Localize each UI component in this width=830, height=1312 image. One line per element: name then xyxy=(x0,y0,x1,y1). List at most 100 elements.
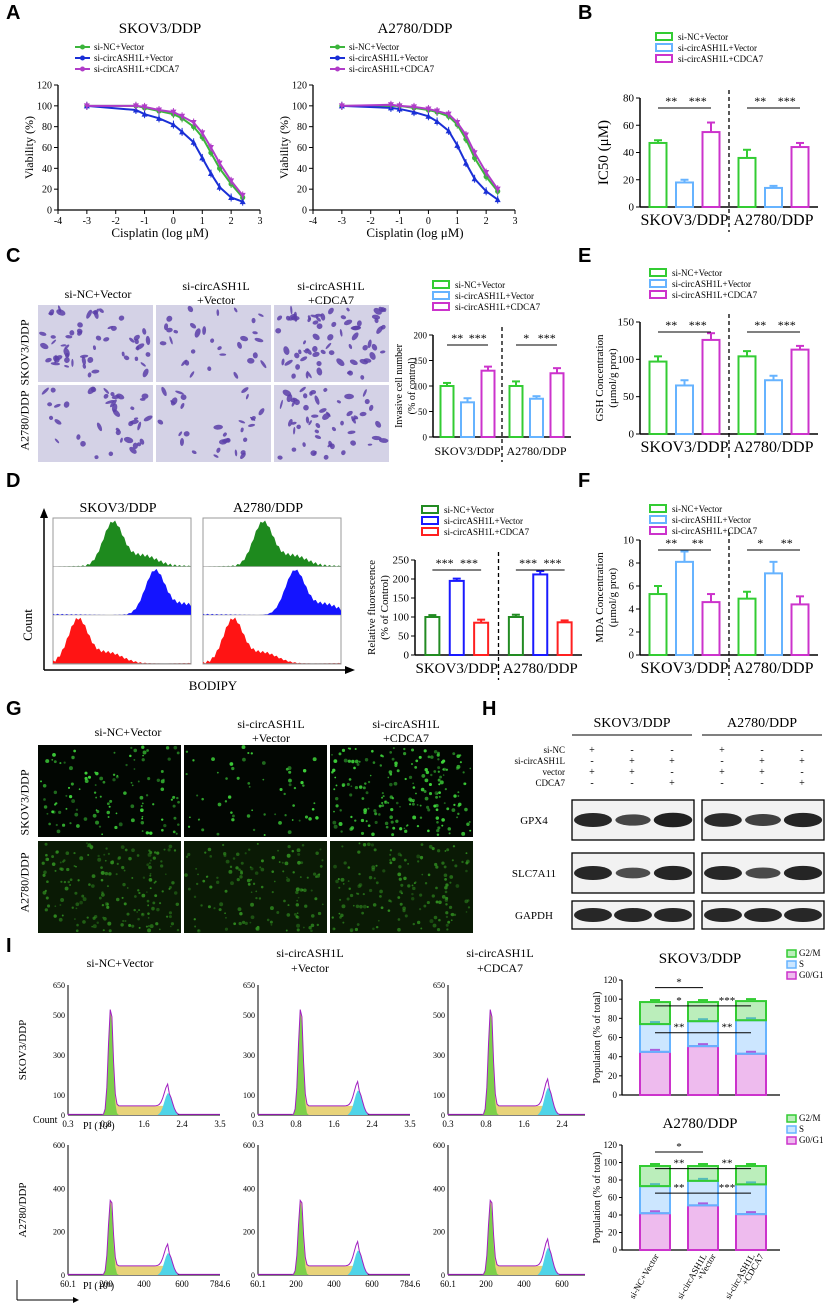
fluorescent-dot xyxy=(404,914,408,918)
legend-swatch xyxy=(786,971,797,980)
fluorescent-dot xyxy=(92,924,97,929)
fluorescent-dot xyxy=(237,907,242,912)
fluorescent-dot xyxy=(149,851,153,855)
fluorescent-dot xyxy=(248,785,251,788)
blot-band xyxy=(653,812,693,828)
y-tick-label: 60 xyxy=(623,120,635,132)
fluorescent-dot xyxy=(69,878,73,882)
fluorescent-dot xyxy=(279,787,283,792)
cell-blob xyxy=(344,393,354,400)
fluorescent-dot xyxy=(65,851,70,856)
fluorescent-dot xyxy=(407,863,409,865)
fluorescent-dot xyxy=(301,888,304,892)
cell-blob xyxy=(331,321,337,327)
cell-blob xyxy=(360,375,365,380)
hist-x-tick: 1.6 xyxy=(138,1119,150,1129)
fluorescent-dot xyxy=(73,864,76,867)
fluorescent-dot xyxy=(71,799,76,804)
series-line xyxy=(86,104,244,197)
fluorescent-dot xyxy=(148,849,151,852)
row-label-a2780: A2780/DDP xyxy=(17,390,32,451)
fluorescent-dot xyxy=(207,905,211,909)
legend-label: si-NC+Vector xyxy=(444,505,494,515)
hist-x-tick: 200 xyxy=(99,1279,113,1289)
legend-label: si-circASH1L+Vector xyxy=(444,516,523,526)
blot-row-label: si-NC xyxy=(543,745,565,755)
blot-sign: - xyxy=(590,756,593,767)
fluorescent-dot xyxy=(418,908,422,911)
hist-x-tick: 0.3 xyxy=(442,1119,454,1129)
bar xyxy=(764,186,783,209)
cell-blob xyxy=(233,371,239,379)
fluorescent-dot xyxy=(79,856,84,861)
fluorescent-dot xyxy=(45,759,50,764)
micrograph xyxy=(156,385,271,462)
fluorescent-dot xyxy=(233,922,237,926)
cell-blob xyxy=(233,307,238,313)
cell-blob xyxy=(240,427,244,433)
fluorescent-dot xyxy=(118,822,123,827)
fluorescent-dot xyxy=(108,805,111,808)
data-point xyxy=(170,109,177,116)
stacked-bar-segment xyxy=(735,1000,767,1022)
cell-blob xyxy=(314,395,320,405)
sig-label: ** xyxy=(665,536,677,550)
fluorescent-dot xyxy=(421,873,424,876)
fluorescent-dot xyxy=(42,784,47,788)
hist-y-tick: 0 xyxy=(441,1111,445,1120)
fluorescent-dot xyxy=(310,889,313,892)
fluorescent-dot xyxy=(457,791,460,794)
fluorescent-dot xyxy=(349,827,353,831)
fluorescent-dot xyxy=(122,919,125,923)
fluorescent-dot xyxy=(140,808,144,813)
cell-blob xyxy=(369,351,376,360)
cell-blob xyxy=(316,323,323,330)
fluorescent-dot xyxy=(446,928,449,931)
fluorescent-dot xyxy=(109,799,113,803)
hist-s-phase xyxy=(258,1200,410,1275)
fluorescent-dot xyxy=(433,804,437,808)
corner-axis-arrow xyxy=(73,1297,79,1303)
legend-swatch xyxy=(649,504,667,513)
fluorescent-dot xyxy=(429,919,434,924)
fluorescent-dot xyxy=(444,878,447,881)
cell-blob xyxy=(79,354,89,358)
y-tick-label: 20 xyxy=(42,185,52,196)
cell-blob xyxy=(95,335,102,341)
fluorescent-dot xyxy=(160,787,165,792)
fluorescent-dot xyxy=(387,801,390,804)
y-axis-label-unit: (% of Control) xyxy=(379,575,391,640)
fluorescent-dot xyxy=(381,801,384,805)
fluorescent-dot xyxy=(68,766,73,771)
data-point xyxy=(216,160,223,167)
fluorescent-dot xyxy=(300,780,304,785)
g-col-label-ash-line2: +Vector xyxy=(251,731,291,745)
bar xyxy=(648,360,668,435)
fluorescent-dot xyxy=(84,776,88,781)
fluorescent-dot xyxy=(421,774,426,778)
fluorescent-dot xyxy=(288,778,292,783)
y-axis-label: Count xyxy=(20,609,35,641)
fluorescent-dot xyxy=(147,777,151,781)
fluorescent-dot xyxy=(440,760,445,764)
fluorescent-dot xyxy=(403,747,406,751)
sig-label: ** xyxy=(692,536,704,550)
y-tick-label: 20 xyxy=(297,185,307,196)
fluorescent-dot xyxy=(465,852,468,855)
blot-row-label: CDCA7 xyxy=(535,778,565,788)
cell-blob xyxy=(45,357,52,363)
fluorescent-dot xyxy=(296,848,301,853)
fluorescent-dot xyxy=(229,865,233,869)
y-tick-label: 80 xyxy=(608,1175,618,1185)
fluorescent-dot xyxy=(428,844,433,849)
fluorescent-dot xyxy=(138,891,141,895)
fluorescent-dot xyxy=(356,923,360,926)
fluorescent-dot xyxy=(416,854,421,859)
fluorescent-dot xyxy=(342,921,345,924)
cell-blob xyxy=(248,423,256,427)
cell-blob xyxy=(308,420,312,426)
bar xyxy=(439,385,455,438)
fluorescent-dot xyxy=(185,773,188,776)
hist-y-tick: 0 xyxy=(251,1271,255,1280)
hist-s-phase xyxy=(258,1009,410,1115)
